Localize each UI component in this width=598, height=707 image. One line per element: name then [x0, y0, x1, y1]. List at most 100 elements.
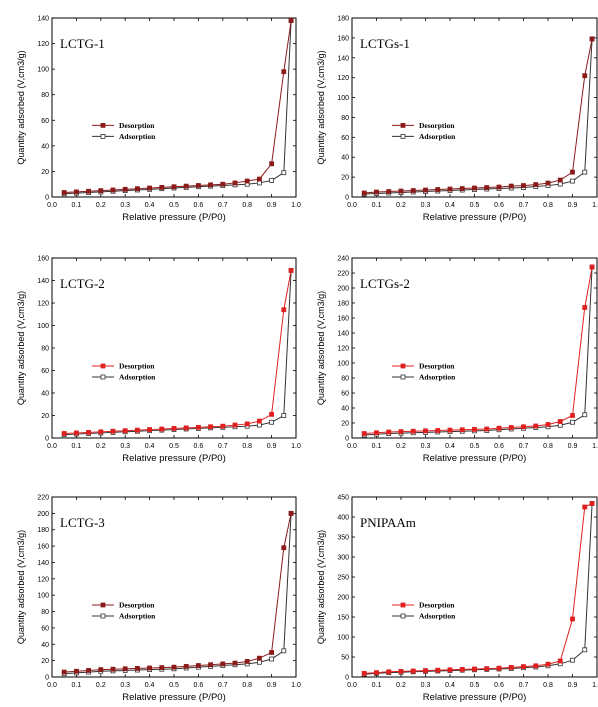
data-point-desorption: [147, 185, 153, 191]
y-tick-label: 20: [341, 421, 349, 428]
data-point-adsorption: [281, 170, 287, 176]
y-tick-label: 200: [337, 595, 349, 602]
y-tick-label: 140: [37, 278, 49, 285]
data-point-desorption: [195, 424, 201, 430]
y-tick-label: 80: [41, 346, 49, 353]
x-tick-label: 0.1: [72, 202, 82, 209]
data-point-desorption: [256, 176, 262, 182]
data-point-desorption: [86, 668, 91, 673]
data-point-desorption: [496, 184, 502, 190]
x-tick-label: 0.8: [543, 202, 553, 209]
data-point-desorption: [496, 665, 502, 671]
x-axis-label: Relative pressure (P/P0): [423, 453, 526, 464]
y-tick-label: 0: [45, 436, 49, 443]
x-axis-label: Relative pressure (P/P0): [423, 692, 526, 703]
data-point-desorption: [74, 430, 79, 436]
data-point-desorption: [435, 428, 441, 433]
y-axis-label: Quantity adsorbed (V,cm3/g): [316, 530, 326, 644]
legend-label: Adsorption: [419, 373, 456, 382]
y-tick-label: 40: [341, 406, 349, 413]
data-point-desorption: [171, 426, 177, 431]
data-point-adsorption: [256, 422, 262, 428]
series-line-adsorption: [64, 270, 292, 436]
x-tick-label: 0.5: [470, 443, 480, 450]
panel-title: LCTG-3: [60, 515, 105, 530]
y-tick-label: 160: [337, 35, 349, 42]
data-point-desorption: [521, 183, 526, 188]
legend-label: Adsorption: [119, 373, 156, 382]
y-tick-label: 20: [341, 175, 349, 182]
data-point-desorption: [484, 666, 490, 671]
x-tick-label: 0.5: [470, 202, 480, 209]
legend-marker: [400, 123, 406, 128]
x-tick-label: 1.0: [291, 682, 301, 689]
data-point-adsorption: [557, 181, 563, 187]
y-tick-label: 100: [337, 95, 349, 102]
chart-panel-6: 0.0 0.1 0.2 0.3 0.4 0.5 0.6 0.7 0.8 0.9 1.0 0 50 100 1…: [316, 495, 598, 704]
legend-marker: [100, 123, 106, 128]
data-point-desorption: [459, 667, 465, 672]
series-line-desorption: [64, 513, 292, 673]
data-point-desorption: [398, 429, 404, 435]
chart-panel-4: 0.0 0.1 0.2 0.3 0.4 0.5 0.6 0.7 0.8 0.9 1.0 0 20 40 60…: [316, 256, 598, 465]
data-point-desorption: [98, 188, 104, 194]
data-point-desorption: [410, 428, 416, 434]
y-tick-label: 0: [345, 195, 349, 202]
y-tick-label: 200: [337, 286, 349, 293]
data-point-desorption: [557, 177, 563, 183]
y-axis-label: Quantity adsorbed (V,cm3/g): [16, 50, 26, 164]
data-point-desorption: [147, 427, 153, 432]
x-tick-label: 0.3: [421, 443, 431, 450]
data-point-desorption: [472, 666, 477, 672]
data-point-adsorption: [269, 419, 275, 425]
data-point-desorption: [195, 663, 201, 668]
x-tick-label: 0.9: [267, 443, 277, 450]
x-tick-label: 0.2: [96, 682, 106, 689]
data-point-desorption: [374, 189, 379, 195]
x-tick-label: 0.4: [445, 202, 455, 209]
series-line-desorption: [64, 270, 292, 434]
data-point-desorption: [484, 426, 490, 432]
data-point-desorption: [61, 431, 67, 436]
x-tick-label: 0.3: [421, 202, 431, 209]
legend-marker: [100, 363, 106, 369]
data-point-desorption: [447, 186, 453, 192]
data-point-desorption: [183, 425, 189, 431]
y-tick-label: 220: [337, 271, 349, 278]
data-point-desorption: [570, 169, 575, 175]
data-point-desorption: [281, 69, 287, 75]
data-point-desorption: [220, 181, 226, 187]
data-point-adsorption: [281, 413, 287, 418]
data-point-desorption: [545, 180, 551, 186]
x-tick-label: 0.8: [242, 682, 252, 689]
legend-marker: [400, 602, 406, 608]
data-point-desorption: [134, 186, 140, 192]
y-tick-label: 80: [341, 115, 349, 122]
y-tick-label: 100: [37, 593, 49, 600]
data-point-desorption: [232, 180, 238, 186]
legend-marker: [100, 133, 106, 139]
x-tick-label: 0.1: [372, 443, 382, 450]
y-tick-label: 60: [341, 391, 349, 398]
x-tick-label: 0.4: [145, 202, 155, 209]
data-point-desorption: [582, 305, 588, 310]
x-tick-label: 0.9: [568, 202, 578, 209]
y-tick-label: 220: [37, 495, 49, 502]
data-point-desorption: [98, 667, 104, 673]
data-point-desorption: [288, 18, 294, 23]
y-axis-label: Quantity adsorbed (V,cm3/g): [16, 291, 26, 405]
data-point-desorption: [281, 545, 287, 551]
y-tick-label: 60: [41, 368, 49, 375]
legend-marker: [100, 602, 106, 608]
x-tick-label: 0.9: [267, 682, 277, 689]
y-tick-label: 120: [37, 301, 49, 308]
legend-label: Desorption: [419, 362, 455, 371]
data-point-desorption: [195, 183, 201, 188]
y-tick-label: 80: [41, 92, 49, 99]
x-tick-label: 1.0: [592, 202, 598, 209]
x-tick-label: 0.2: [396, 682, 406, 689]
data-point-desorption: [361, 671, 367, 676]
x-tick-label: 0.2: [96, 443, 106, 450]
x-tick-label: 0.6: [194, 202, 204, 209]
y-tick-label: 60: [41, 118, 49, 125]
